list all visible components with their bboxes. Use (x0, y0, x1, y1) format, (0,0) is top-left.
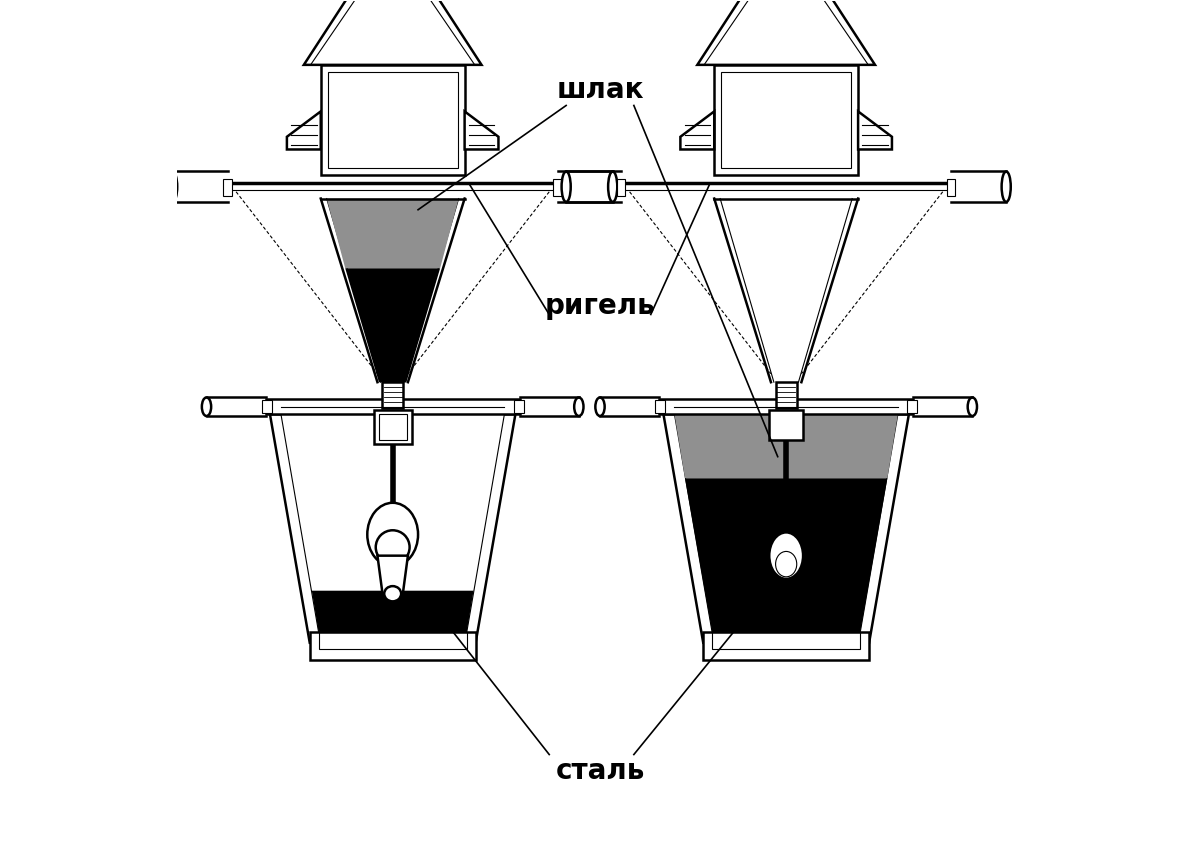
Bar (320, 65, 464, 175)
Bar (947, 179, 955, 196)
Bar (775, 382, 797, 408)
Polygon shape (464, 111, 498, 149)
Polygon shape (858, 111, 892, 149)
Bar (907, 400, 917, 413)
Ellipse shape (775, 552, 797, 576)
Bar (265, 399, 520, 414)
Bar (262, 400, 271, 413)
Bar (373, 410, 412, 444)
Polygon shape (287, 111, 320, 149)
Polygon shape (674, 414, 898, 632)
Ellipse shape (202, 397, 211, 416)
Text: шлак: шлак (557, 76, 643, 104)
Polygon shape (378, 555, 408, 593)
Bar (328, 71, 458, 168)
Polygon shape (304, 0, 481, 65)
Bar (617, 179, 625, 196)
Polygon shape (674, 414, 898, 478)
Polygon shape (312, 591, 474, 632)
Bar (310, 632, 475, 660)
Ellipse shape (367, 503, 418, 566)
Polygon shape (346, 268, 440, 382)
Bar (382, 382, 403, 408)
Ellipse shape (384, 586, 401, 601)
Ellipse shape (574, 397, 583, 416)
Bar (223, 179, 232, 196)
Bar (721, 71, 851, 168)
Text: сталь: сталь (556, 757, 644, 785)
Polygon shape (697, 0, 875, 65)
Polygon shape (270, 414, 515, 643)
Ellipse shape (562, 171, 571, 202)
Polygon shape (326, 199, 458, 268)
Bar (659, 399, 913, 414)
Ellipse shape (376, 531, 409, 564)
Polygon shape (281, 414, 504, 632)
Text: ригель: ригель (545, 292, 655, 320)
Bar (379, 414, 407, 440)
Ellipse shape (168, 171, 178, 202)
Bar (655, 400, 665, 413)
Polygon shape (685, 478, 887, 632)
Ellipse shape (769, 532, 803, 579)
Bar (703, 632, 869, 660)
Bar (714, 65, 858, 175)
Ellipse shape (608, 171, 617, 202)
Ellipse shape (967, 397, 977, 416)
Polygon shape (680, 111, 714, 149)
Ellipse shape (1002, 171, 1010, 202)
Bar (553, 179, 562, 196)
Ellipse shape (595, 397, 605, 416)
Bar (769, 410, 803, 440)
Bar (514, 400, 524, 413)
Polygon shape (664, 414, 908, 643)
